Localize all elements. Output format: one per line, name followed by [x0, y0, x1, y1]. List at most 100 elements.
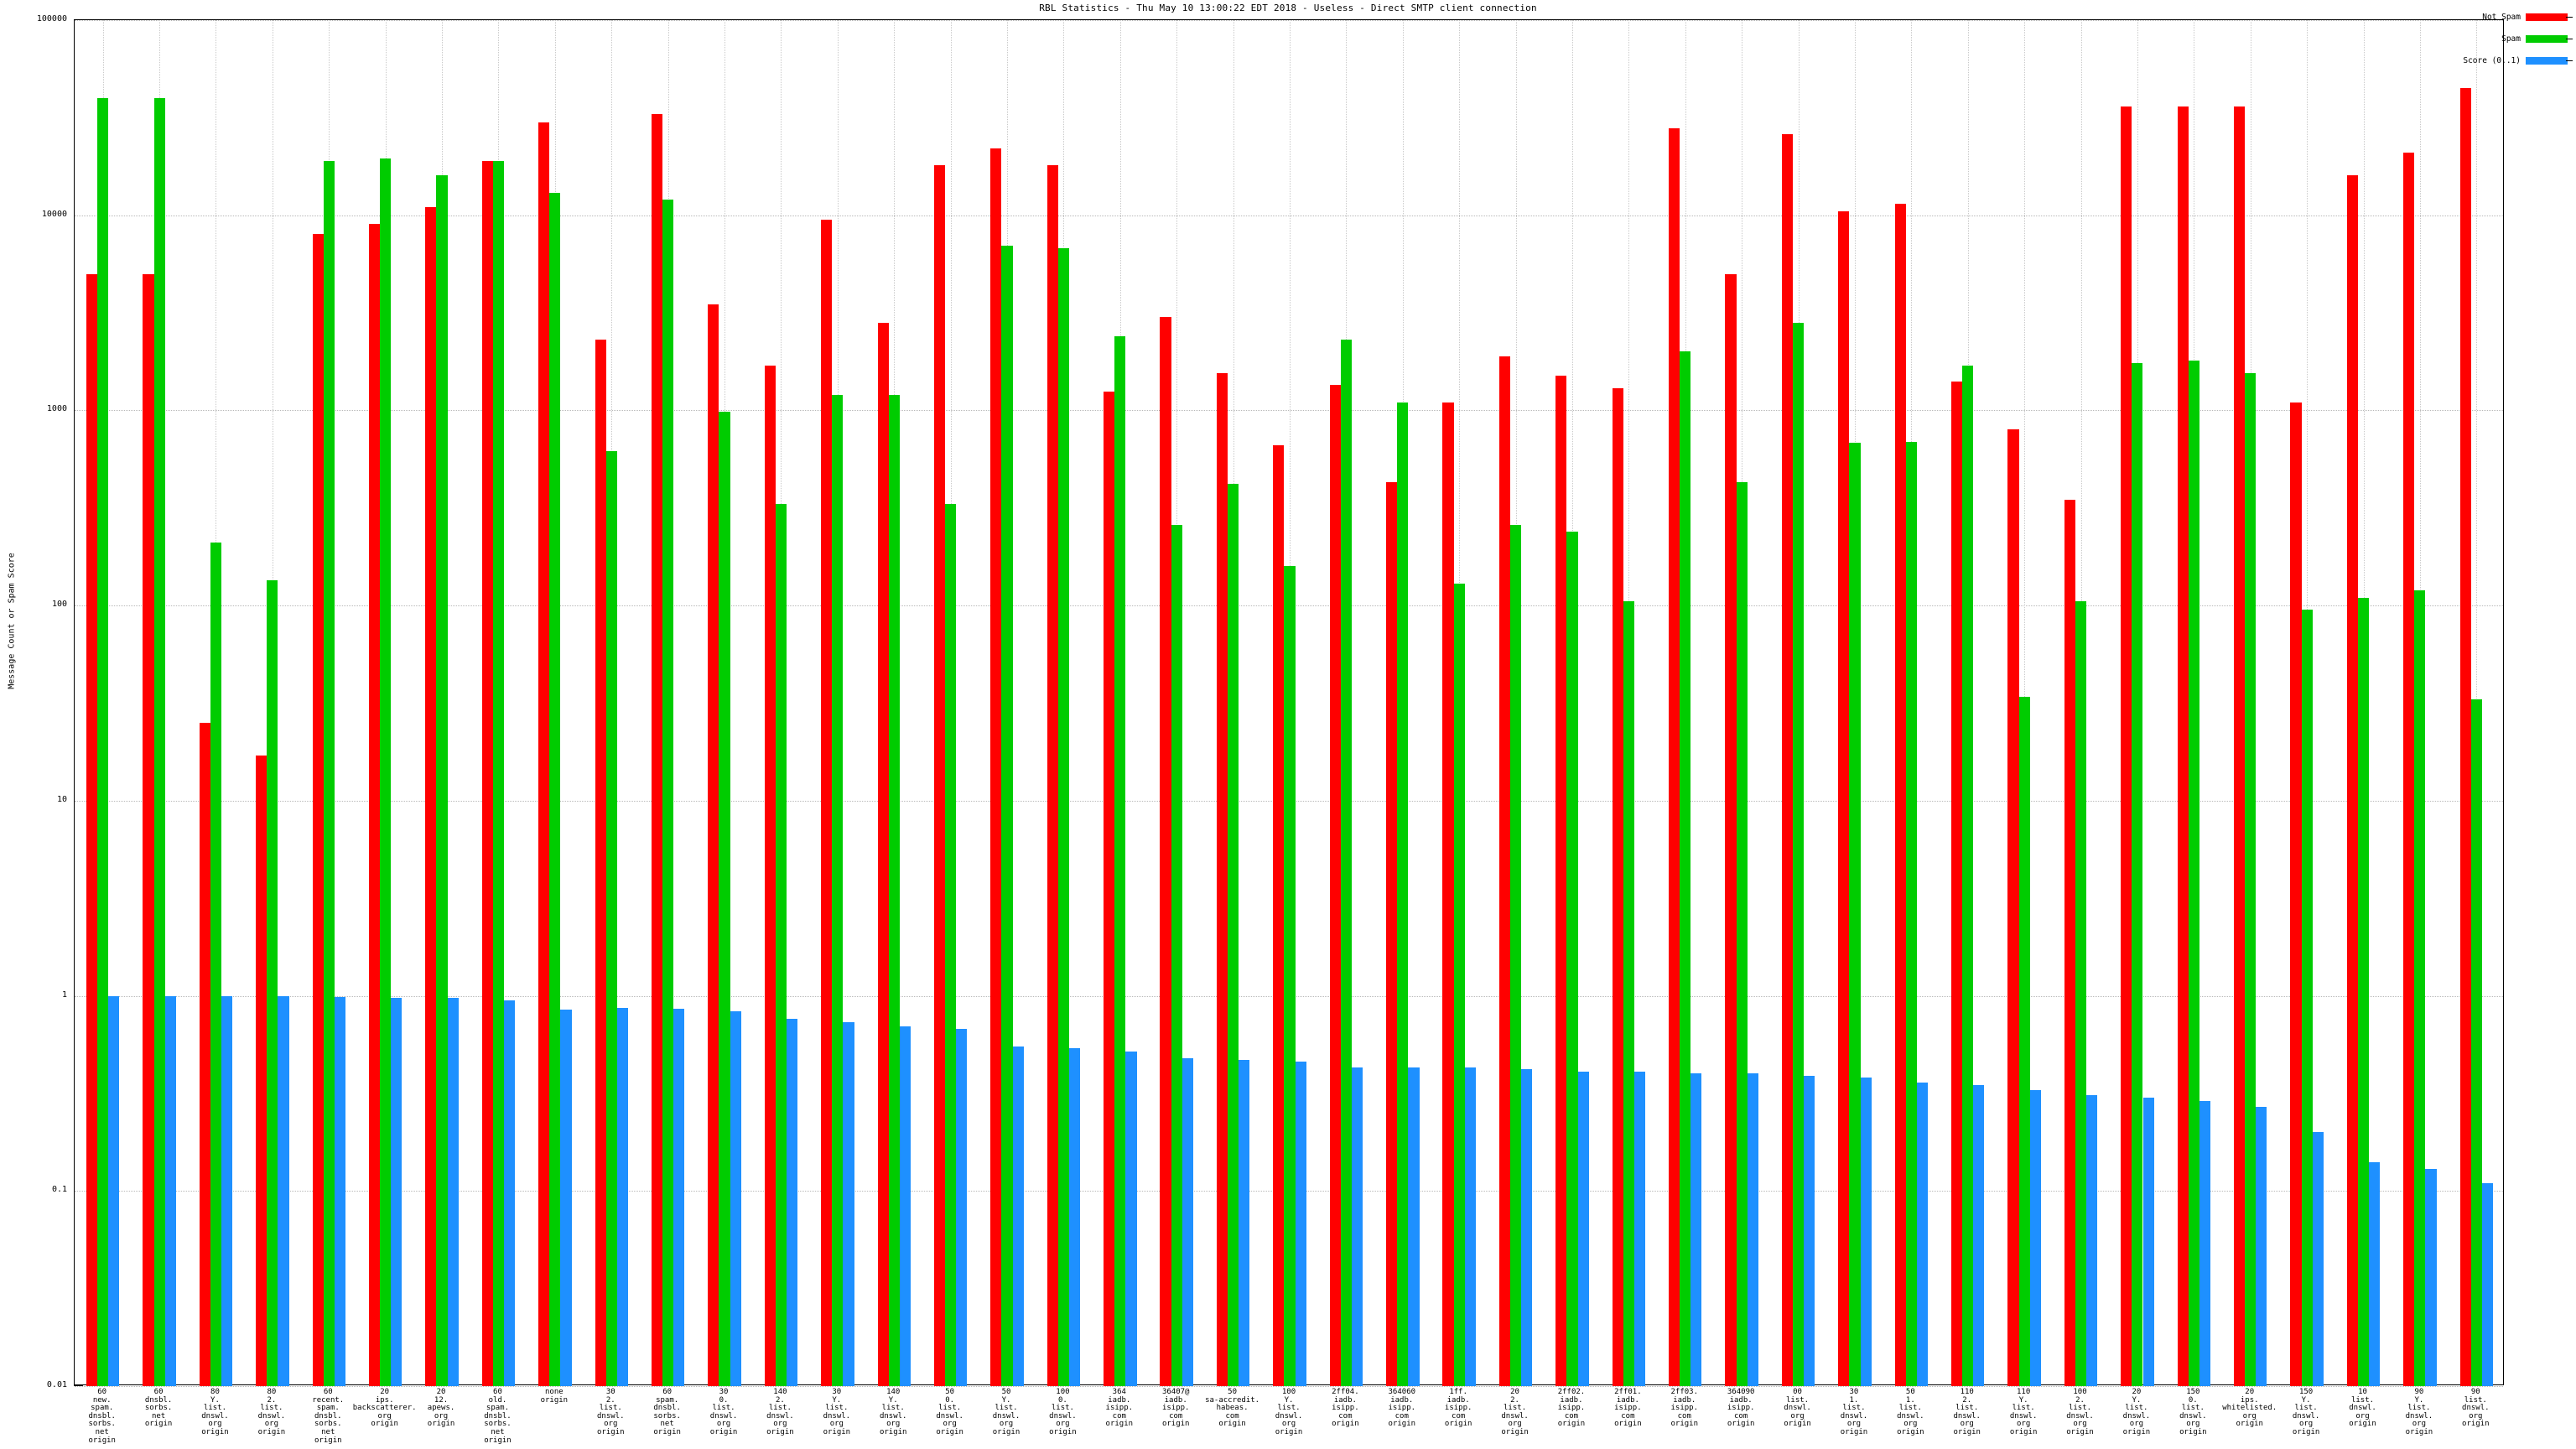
- legend-item: Spam: [2417, 34, 2573, 44]
- legend-swatch: [2526, 35, 2568, 43]
- x-tick-label: 140 Y. list. dnswl. org origin: [879, 1388, 907, 1436]
- bar-blue: [2142, 1098, 2154, 1386]
- bar-red: [1273, 445, 1285, 1386]
- bar-green: [1340, 340, 1352, 1386]
- legend-swatch: [2526, 13, 2568, 21]
- x-tick-label: 30 1. list. dnswl. org origin: [1840, 1388, 1868, 1436]
- bar-blue: [899, 1026, 911, 1386]
- bar-red: [2403, 152, 2415, 1386]
- x-tick-label: 100 2. list. dnswl. org origin: [2066, 1388, 2094, 1436]
- bar-green: [1623, 601, 1634, 1386]
- bar-blue: [2312, 1132, 2324, 1386]
- bar-green: [2132, 362, 2143, 1386]
- bar-red: [1442, 402, 1454, 1386]
- bar-green: [1905, 441, 1917, 1386]
- bar-blue: [787, 1019, 798, 1386]
- bar-red: [1555, 376, 1567, 1386]
- x-tick-label: 50 1. list. dnswl. org origin: [1897, 1388, 1924, 1436]
- bar-green: [1397, 402, 1409, 1386]
- bar-blue: [673, 1008, 685, 1386]
- bar-red: [1046, 165, 1058, 1386]
- bar-red: [1386, 481, 1398, 1386]
- bar-green: [153, 97, 165, 1386]
- x-tick-label: 10 list. dnswl. org origin: [2349, 1388, 2376, 1429]
- bar-red: [1160, 317, 1171, 1386]
- bar-green: [549, 193, 561, 1386]
- bar-blue: [447, 997, 459, 1386]
- bar-red: [2064, 499, 2075, 1386]
- x-tick-label: 80 Y. list. dnswl. org origin: [201, 1388, 229, 1436]
- legend-tick: [2566, 60, 2573, 61]
- x-tick-label: 00 list. dnswl. org origin: [1784, 1388, 1811, 1429]
- bar-blue: [843, 1022, 854, 1386]
- legend-label: Spam: [2501, 34, 2521, 44]
- x-tick-label: 30 0. list. dnswl. org origin: [709, 1388, 738, 1436]
- bar-green: [1792, 323, 1805, 1386]
- bar-blue: [1295, 1062, 1306, 1386]
- bar-green: [1736, 481, 1748, 1386]
- x-tick-label: 140 2. list. dnswl. org origin: [766, 1388, 794, 1436]
- bar-red: [1612, 387, 1623, 1386]
- bar-red: [1329, 385, 1341, 1386]
- bar-red: [595, 340, 606, 1386]
- bar-green: [492, 160, 505, 1386]
- x-tick-label: 364090 iadb. isipp. com origin: [1727, 1388, 1755, 1429]
- bar-green: [888, 395, 900, 1386]
- bar-red: [143, 273, 154, 1386]
- x-tick-label: 90 list. dnswl. org origin: [2462, 1388, 2490, 1429]
- chart-title: RBL Statistics - Thu May 10 13:00:22 EDT…: [1039, 3, 1537, 13]
- bar-red: [651, 114, 663, 1386]
- bar-green: [1057, 247, 1069, 1386]
- bar-blue: [2425, 1168, 2437, 1386]
- bar-red: [1669, 127, 1680, 1386]
- bar-red: [86, 273, 98, 1386]
- bar-green: [267, 579, 278, 1386]
- legend-label: Not Spam: [2482, 13, 2521, 22]
- bar-red: [1781, 134, 1793, 1386]
- y-axis-label: Message Count or Spam Score: [7, 553, 17, 689]
- bar-green: [380, 158, 392, 1386]
- bar-red: [2290, 402, 2302, 1386]
- x-tick-label: 60 spam. dnsbl. sorbs. net origin: [653, 1388, 681, 1436]
- bar-red: [2121, 106, 2132, 1386]
- plot-area: [74, 19, 2504, 1387]
- bar-red: [368, 224, 381, 1386]
- legend-label: Score (0..1): [2463, 56, 2521, 65]
- x-tick-label: 110 2. list. dnswl. org origin: [1953, 1388, 1981, 1436]
- bar-green: [832, 395, 844, 1386]
- bar-green: [605, 450, 617, 1386]
- bar-blue: [2199, 1100, 2211, 1386]
- grid-line-horizontal: [75, 20, 2503, 21]
- bar-blue: [1973, 1084, 1985, 1386]
- bar-blue: [1012, 1046, 1024, 1386]
- bar-red: [2459, 87, 2471, 1386]
- bar-green: [1453, 583, 1465, 1386]
- bar-red: [199, 723, 210, 1386]
- bar-green: [2414, 589, 2426, 1386]
- bar-blue: [278, 995, 289, 1386]
- bar-green: [2357, 597, 2370, 1386]
- x-tick-label: 60 old. spam. dnsbl. sorbs. net origin: [484, 1388, 512, 1445]
- x-tick-label: 2ff03. iadb. isipp. com origin: [1670, 1388, 1699, 1429]
- bar-red: [1894, 203, 1906, 1386]
- x-tick-label: 20 ips. backscatterer. org origin: [352, 1388, 417, 1429]
- bar-red: [933, 165, 946, 1386]
- x-tick-label: 50 sa-accredit. habeas. com origin: [1205, 1388, 1260, 1429]
- y-tick-major: [74, 1385, 83, 1386]
- x-tick-label: 50 0. list. dnswl. org origin: [936, 1388, 963, 1436]
- bar-blue: [1860, 1078, 1872, 1386]
- x-tick-label: 80 2. list. dnswl. org origin: [257, 1388, 286, 1436]
- y-tick-label: 10000: [41, 209, 67, 219]
- bar-blue: [1690, 1073, 1702, 1386]
- bar-green: [323, 160, 335, 1386]
- x-tick-label: 110 Y. list. dnswl. org origin: [2009, 1388, 2038, 1436]
- x-tick-label: 30 2. list. dnswl. org origin: [596, 1388, 625, 1436]
- x-tick-label: 2ff02. iadb. isipp. com origin: [1557, 1388, 1586, 1429]
- x-tick-label: 20 ips. whitelisted. org origin: [2222, 1388, 2277, 1429]
- y-tick-label: 0.1: [51, 1185, 67, 1195]
- bar-green: [210, 543, 222, 1386]
- y-tick-label: 100000: [36, 14, 67, 23]
- bar-blue: [1464, 1067, 1476, 1386]
- x-tick-label: 1ff. iadb. isipp. com origin: [1444, 1388, 1472, 1429]
- bar-green: [2018, 697, 2030, 1386]
